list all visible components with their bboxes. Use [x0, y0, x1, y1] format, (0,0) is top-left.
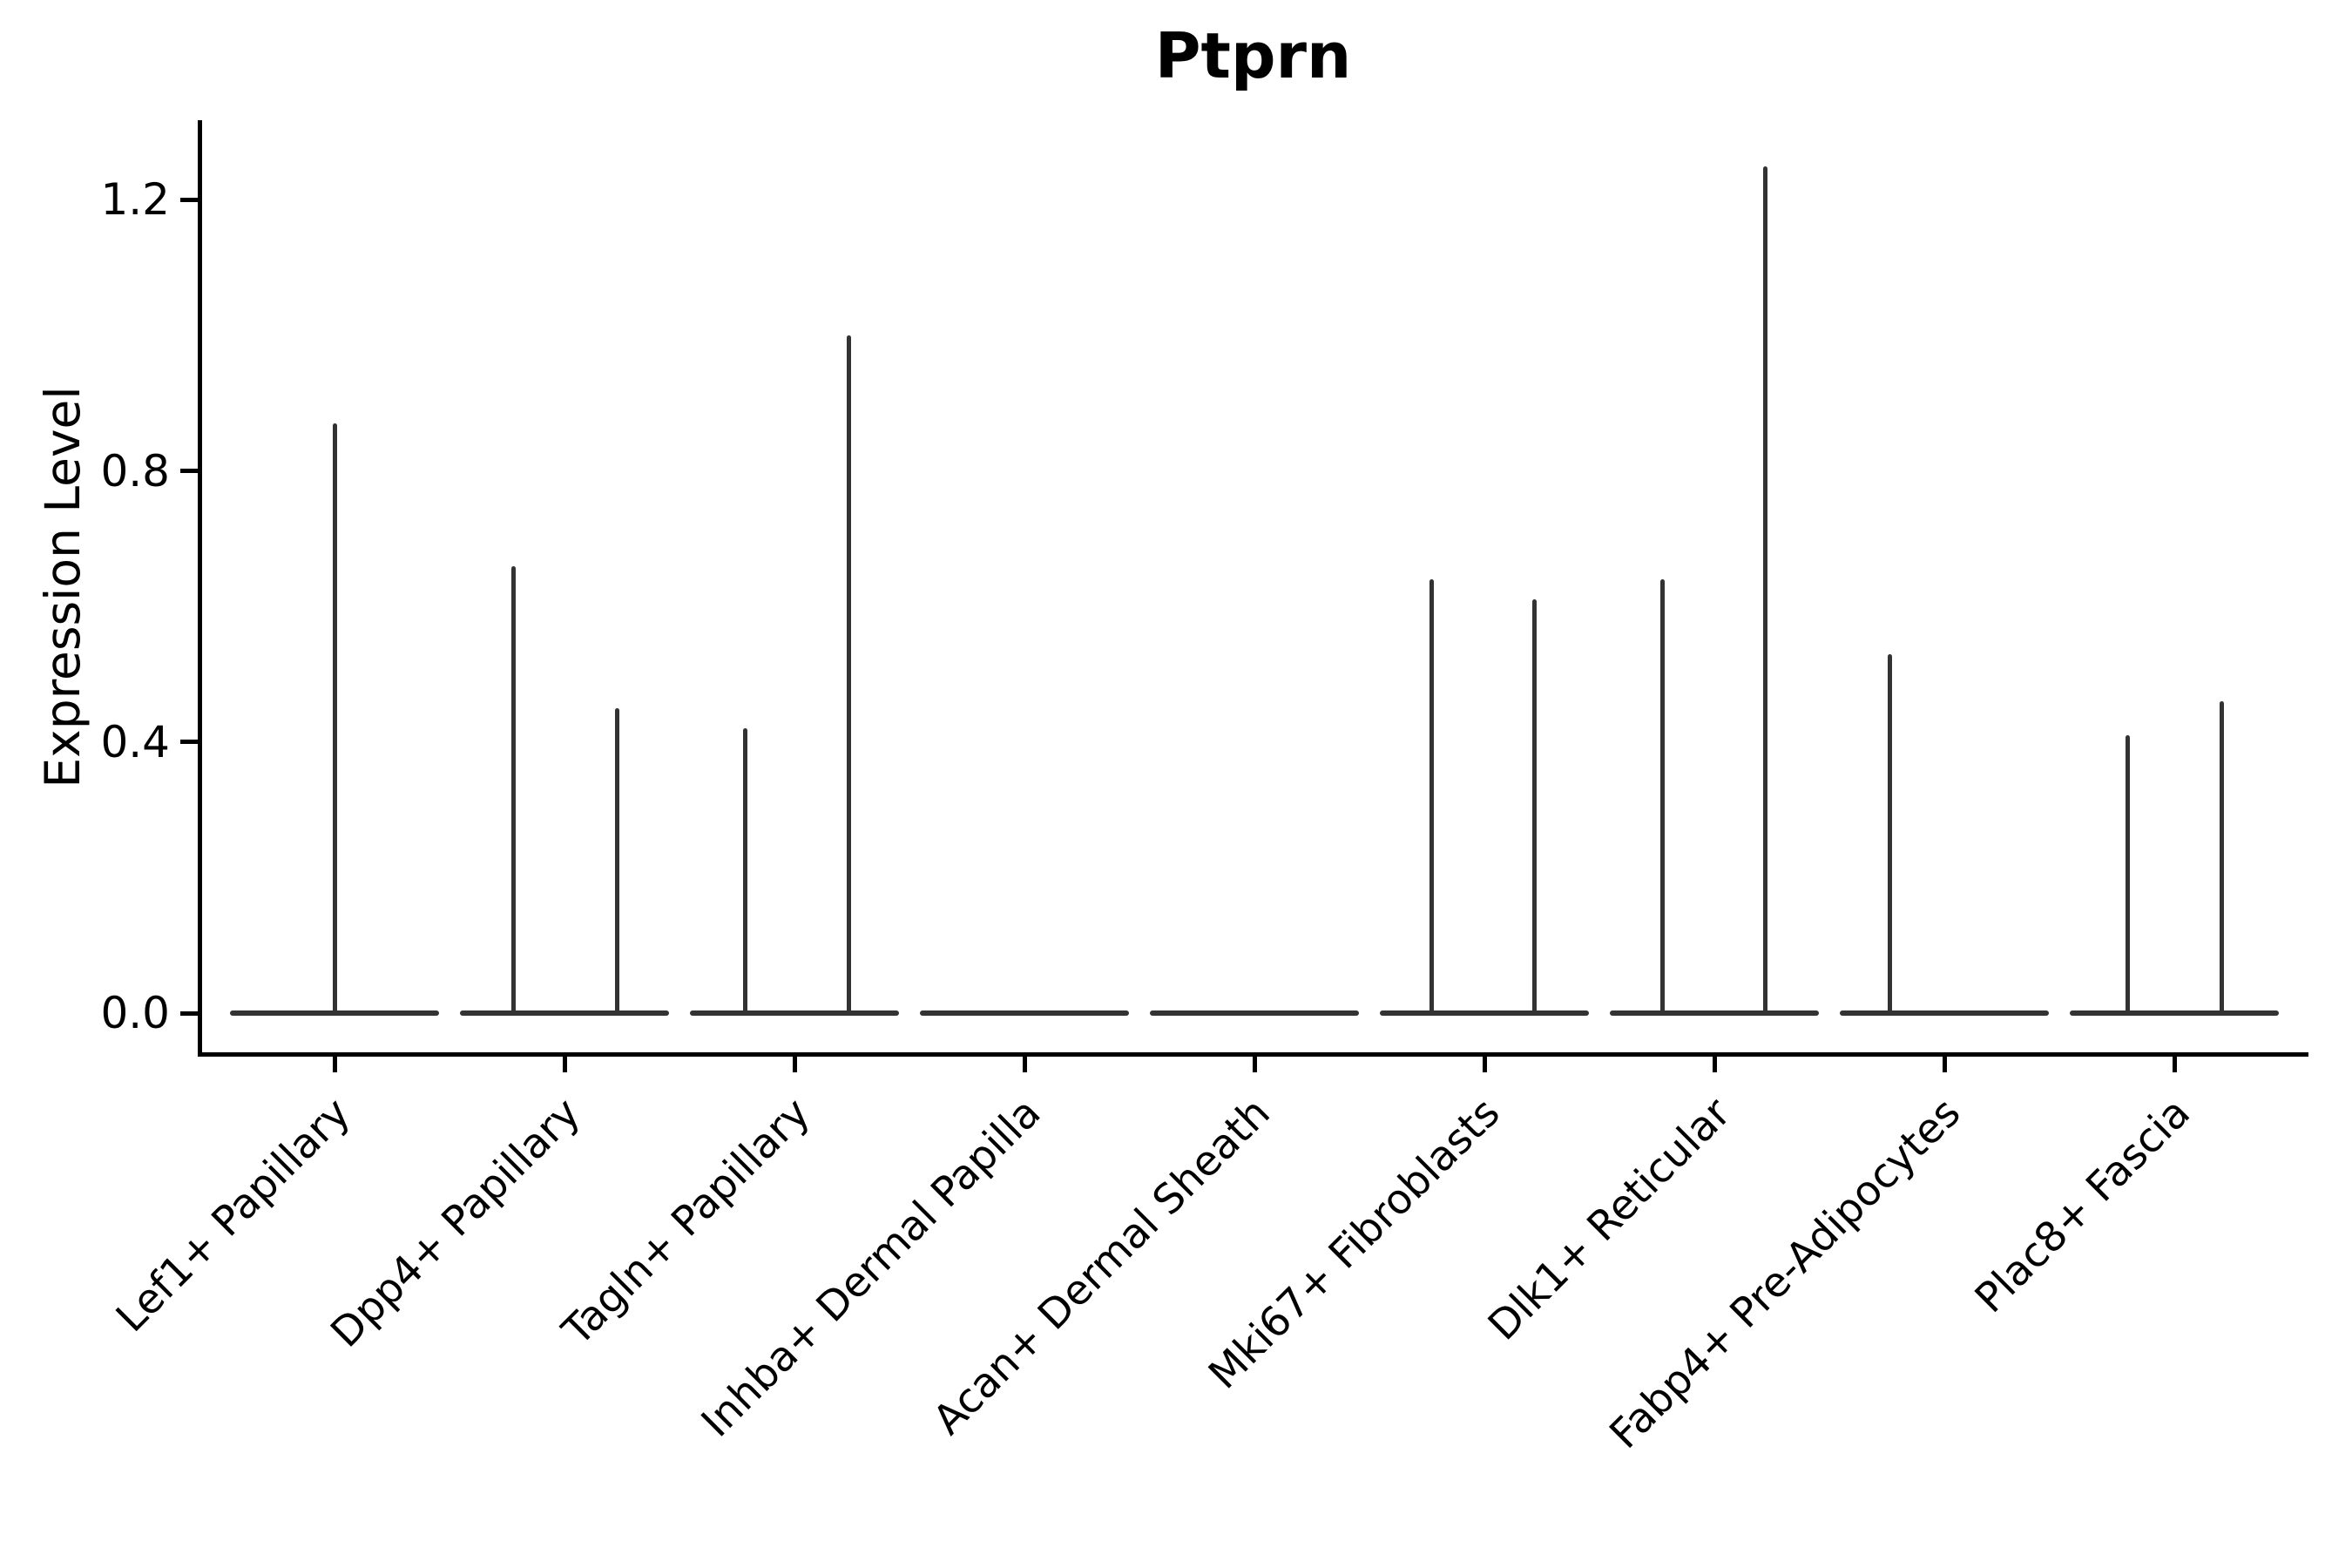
- violin-density-spike: [1531, 599, 1537, 1013]
- violin-density-spike: [1762, 166, 1767, 1013]
- x-tick-label: Lef1+ Papillary: [106, 1089, 360, 1342]
- x-tick-mark: [1712, 1057, 1717, 1072]
- violin-density-spike: [846, 335, 851, 1013]
- violin-density-spike: [2125, 735, 2130, 1013]
- x-tick-mark: [1482, 1057, 1487, 1072]
- x-axis-spine: [198, 1052, 2308, 1057]
- x-tick-label: Plac8+ Fascia: [1965, 1089, 2200, 1322]
- y-tick-mark: [180, 469, 198, 474]
- x-tick-mark: [332, 1057, 337, 1072]
- violin-baseline: [1840, 1010, 2049, 1016]
- violin-baseline: [1380, 1010, 1589, 1016]
- violin-baseline: [460, 1010, 669, 1016]
- x-tick-label: Tagln+ Papillary: [553, 1089, 820, 1355]
- y-tick-mark: [180, 1010, 198, 1016]
- violin-baseline: [920, 1010, 1129, 1016]
- violin-density-spike: [742, 728, 747, 1013]
- x-tick-mark: [1252, 1057, 1257, 1072]
- violin-density-spike: [1887, 653, 1892, 1013]
- y-tick-label: 1.2: [100, 174, 170, 226]
- violin-baseline: [1150, 1010, 1359, 1016]
- plot-title: Ptprn: [1154, 19, 1352, 92]
- violin-baseline: [230, 1010, 439, 1016]
- y-tick-mark: [180, 197, 198, 202]
- violin-density-spike: [510, 565, 516, 1013]
- y-tick-label: 0.0: [100, 988, 170, 1038]
- y-tick-label: 0.8: [100, 445, 170, 497]
- violin-baseline: [690, 1010, 899, 1016]
- x-tick-label: Dlk1+ Reticular: [1478, 1089, 1740, 1350]
- violin-density-spike: [332, 423, 337, 1013]
- x-tick-mark: [2172, 1057, 2177, 1072]
- violin-density-spike: [2219, 701, 2224, 1013]
- x-tick-mark: [792, 1057, 797, 1072]
- y-tick-label: 0.4: [100, 716, 170, 767]
- violin-density-spike: [614, 707, 619, 1013]
- violin-baseline: [1610, 1010, 1819, 1016]
- x-tick-mark: [562, 1057, 567, 1072]
- x-tick-mark: [1022, 1057, 1027, 1072]
- violin-density-spike: [1429, 579, 1434, 1013]
- y-tick-mark: [180, 740, 198, 745]
- violin-baseline: [2070, 1010, 2279, 1016]
- y-axis-spine: [198, 120, 202, 1057]
- x-tick-mark: [1942, 1057, 1947, 1072]
- violin-density-spike: [1659, 579, 1665, 1013]
- x-tick-label: Dpp4+ Papillary: [321, 1089, 590, 1357]
